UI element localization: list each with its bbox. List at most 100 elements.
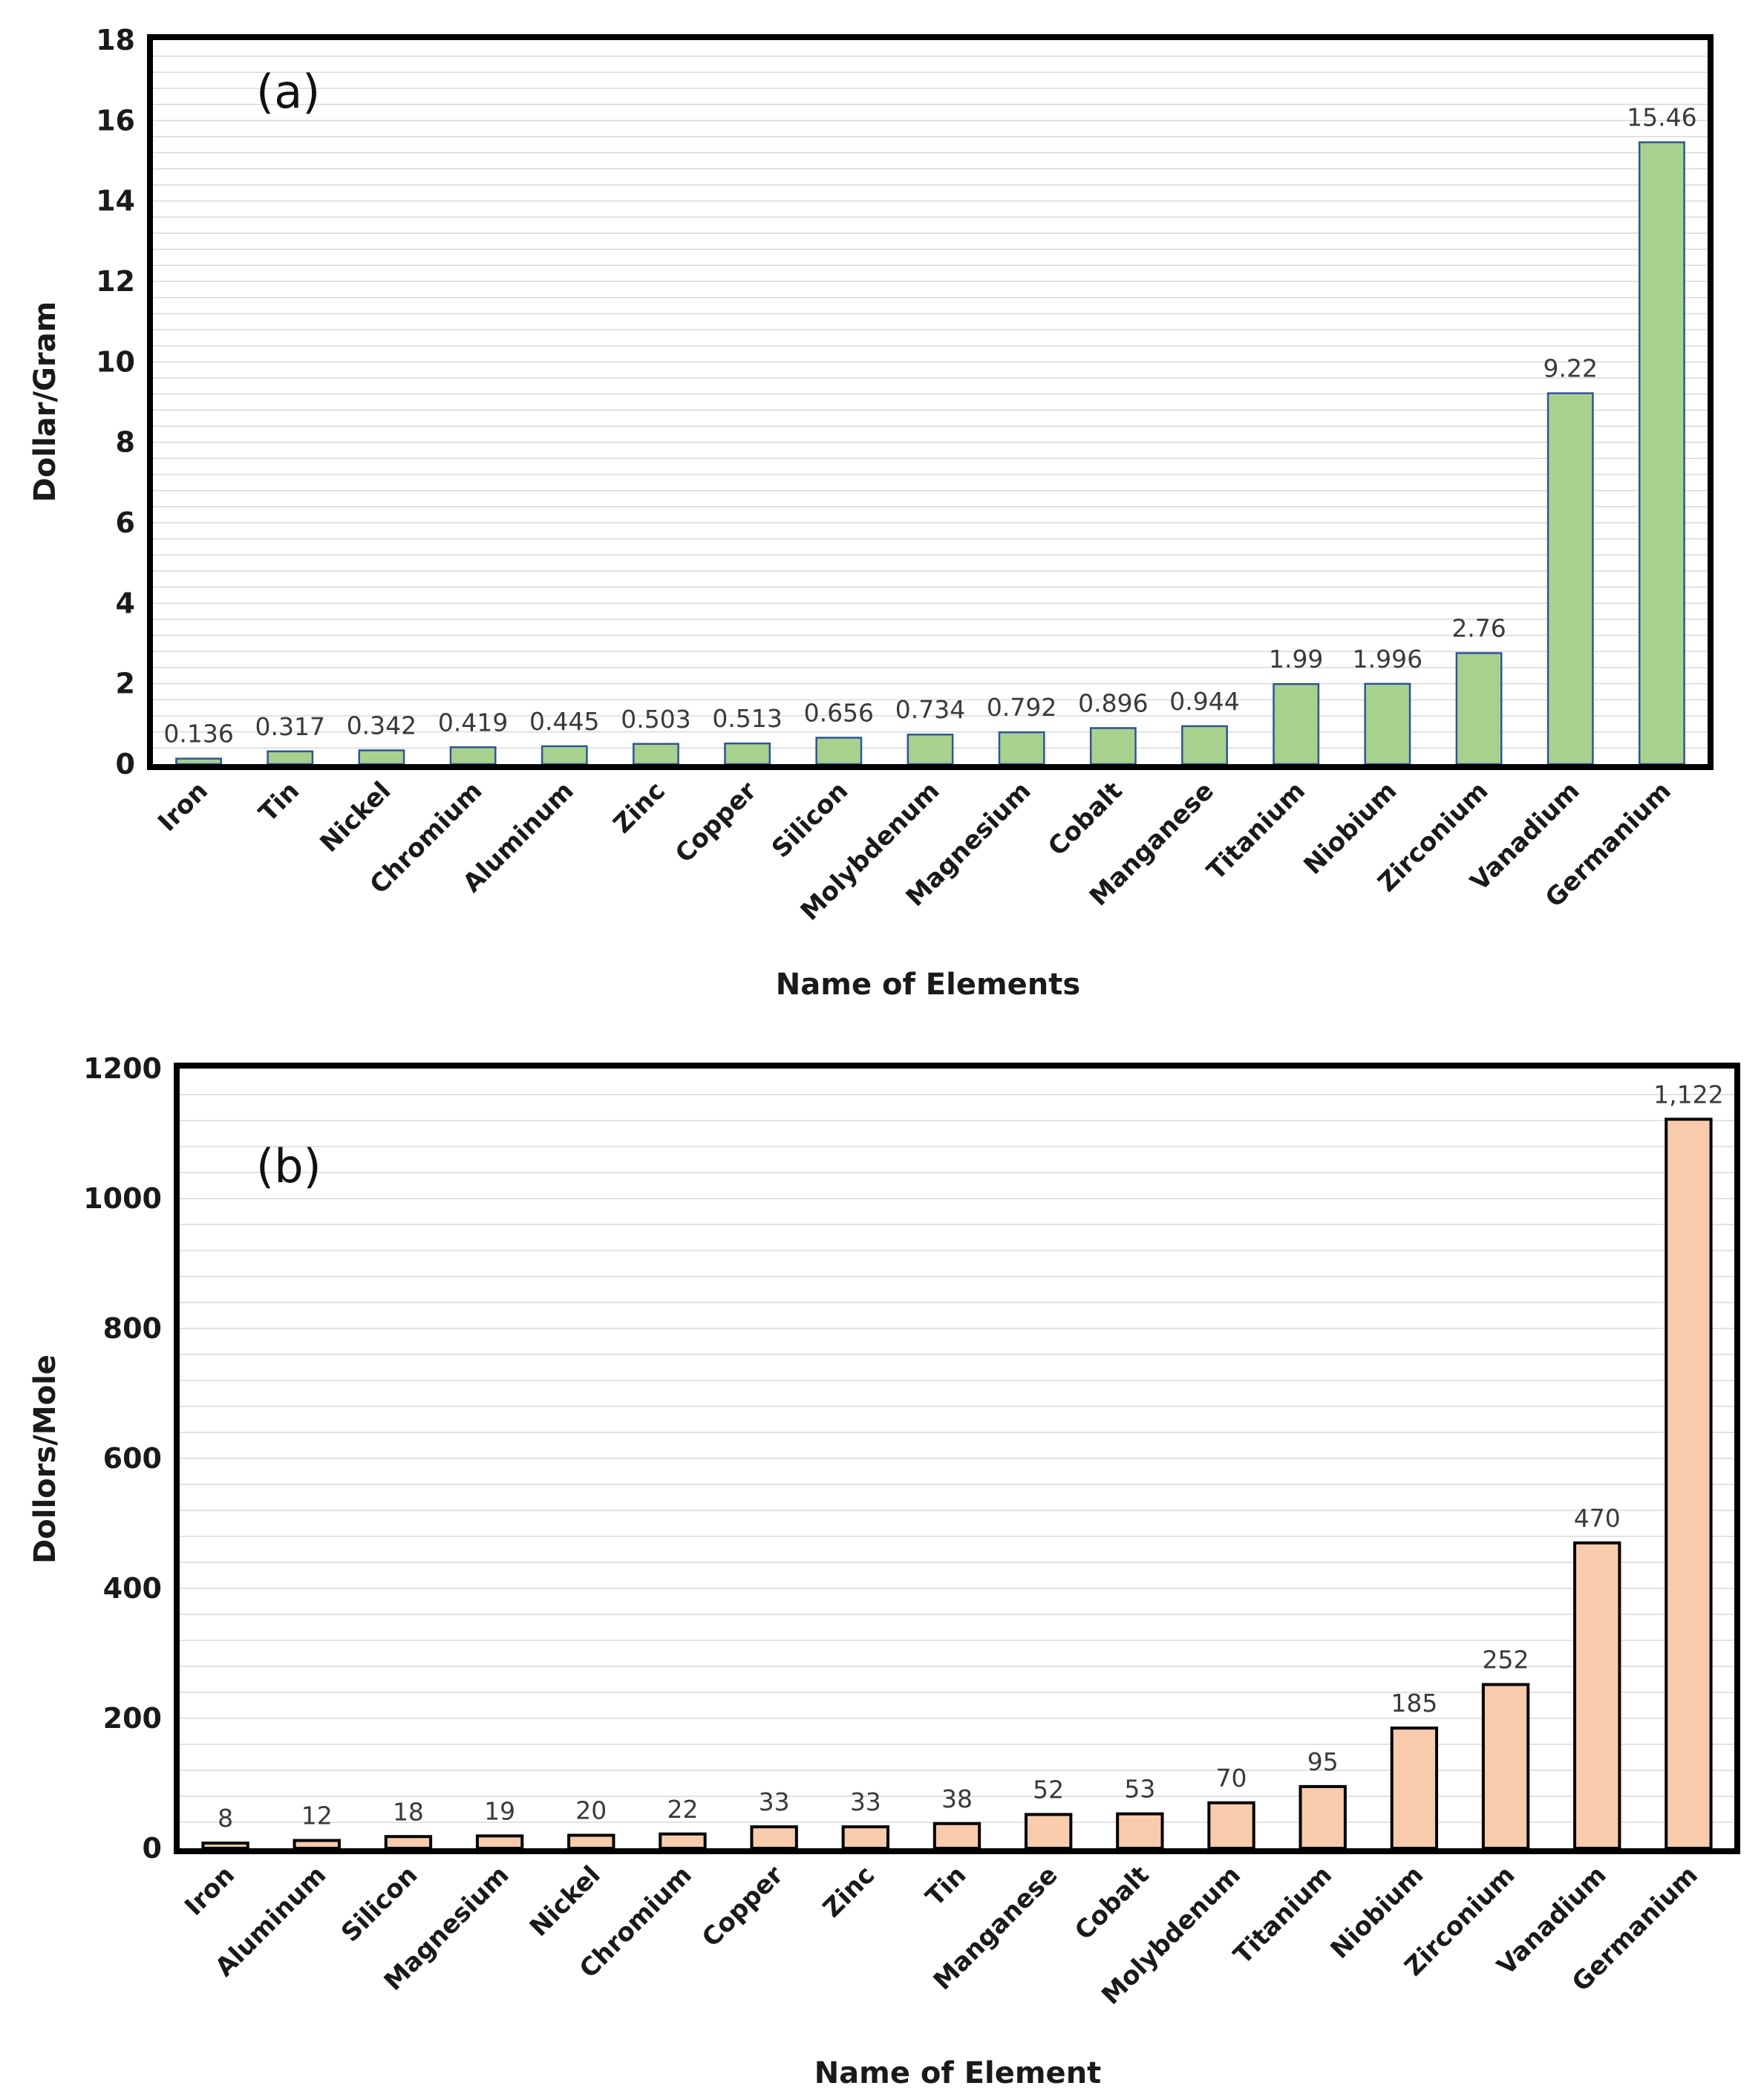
chart-a-bar-tin (267, 750, 314, 766)
chart-a-data-label-zirconium: 2.76 (1451, 614, 1506, 643)
chart-a-bar-magnesium (998, 731, 1045, 766)
chart-a-data-label-zinc: 0.503 (621, 705, 690, 734)
chart-a-y-tick-label: 14 (96, 185, 135, 218)
chart-a-data-label-iron: 0.136 (163, 720, 233, 749)
chart-b-panel-label: (b) (256, 1139, 321, 1193)
chart-b-bars (201, 1118, 1713, 1850)
chart-b-bar-iron (201, 1842, 249, 1850)
chart-a-data-label-tin: 0.317 (255, 712, 325, 741)
chart-b-data-label-cobalt: 53 (1124, 1775, 1155, 1804)
chart-a-x-tick-label-titanium: Titanium (1201, 776, 1311, 886)
chart-a-data-label-vanadium: 9.22 (1543, 354, 1597, 383)
chart-a-data-label-molybdenum: 0.734 (895, 695, 965, 724)
chart-b-data-label-iron: 8 (218, 1804, 233, 1833)
chart-b-y-tick-label: 0 (143, 1832, 162, 1865)
chart-a-y-tick-label: 12 (96, 265, 135, 298)
chart-b-bar-tin (932, 1822, 981, 1850)
chart-b-y-axis-title: Dollors/Mole (28, 1354, 62, 1564)
chart-a-bar-niobium (1364, 682, 1411, 766)
chart-a-y-tick-label: 8 (116, 426, 135, 459)
chart-b-x-tick-label-cobalt: Cobalt (1069, 1860, 1155, 1946)
chart-b-data-label-copper: 33 (759, 1787, 790, 1816)
chart-b-bar-nickel (567, 1833, 615, 1850)
chart-b-data-label-aluminum: 12 (301, 1801, 333, 1830)
chart-b-bar-aluminum (293, 1839, 341, 1850)
chart-b-y-tick-label: 1000 (83, 1182, 162, 1215)
chart-b-data-label-tin: 38 (941, 1784, 973, 1813)
chart-a-y-tick-labels: 0 2 4 6 8 10 12 14 16 18 (96, 24, 135, 780)
chart-b-y-tick-label: 200 (103, 1702, 162, 1735)
chart-b-x-tick-label-copper: Copper (696, 1860, 789, 1953)
chart-b-data-label-zinc: 33 (850, 1787, 881, 1816)
chart-a-y-tick-label: 4 (116, 587, 135, 619)
chart-b-bar-silicon (384, 1835, 433, 1850)
chart-a-bar-vanadium (1546, 392, 1594, 766)
chart-b-data-label-niobium: 185 (1391, 1689, 1437, 1718)
chart-a-x-tick-label-iron: Iron (152, 776, 214, 838)
chart-a-x-tick-label-zinc: Zinc (608, 776, 671, 839)
chart-a-bar-chromium (449, 746, 497, 766)
chart-a-bar-zinc (633, 743, 679, 766)
chart-a-data-label-niobium: 1.996 (1353, 645, 1422, 674)
chart-b-data-label-zirconium: 252 (1483, 1646, 1529, 1675)
chart-a-x-axis-title: Name of Elements (776, 968, 1080, 1002)
chart-b-bar-zirconium (1481, 1683, 1530, 1850)
chart-a-data-label-aluminum: 0.445 (529, 707, 599, 736)
chart-b-data-label-chromium: 22 (667, 1795, 698, 1824)
chart-a-gridlines (153, 55, 1708, 749)
chart-a-data-label-copper: 0.513 (712, 704, 782, 733)
chart-b-x-tick-label-iron: Iron (179, 1860, 241, 1922)
chart-b-bar-germanium (1665, 1118, 1713, 1850)
chart-a-y-tick-label: 16 (96, 104, 135, 137)
chart-a-bar-silicon (815, 737, 863, 766)
chart-a-bar-cobalt (1089, 727, 1137, 766)
chart-b-bar-magnesium (475, 1834, 524, 1850)
chart-b-y-tick-label: 800 (103, 1312, 162, 1345)
chart-b-bar-zinc (841, 1825, 890, 1850)
chart-b-gridlines (180, 1094, 1734, 1823)
chart-a-x-tick-label-cobalt: Cobalt (1042, 776, 1128, 862)
chart-a-y-tick-label: 2 (116, 668, 135, 700)
chart-b-bar-molybdenum (1207, 1801, 1255, 1850)
chart-b-data-label-silicon: 18 (393, 1797, 424, 1826)
chart-a-bar-aluminum (540, 745, 588, 766)
chart-b-y-tick-label: 600 (103, 1442, 162, 1475)
chart-a-bar-titanium (1273, 682, 1320, 766)
chart-b-data-label-manganese: 52 (1033, 1775, 1064, 1804)
chart-a-data-label-chromium: 0.419 (438, 708, 508, 737)
chart-a-y-tick-label: 6 (116, 506, 135, 539)
chart-a-bar-manganese (1181, 725, 1228, 766)
chart-b-bar-niobium (1390, 1726, 1439, 1850)
chart-b-data-label-germanium: 1,122 (1653, 1080, 1723, 1109)
chart-a-y-tick-label: 18 (96, 24, 135, 56)
chart-a-x-tick-label-tin: Tin (253, 776, 305, 828)
chart-a-y-tick-label: 0 (116, 748, 135, 780)
chart-b-bar-vanadium (1573, 1541, 1621, 1850)
chart-b-x-tick-label-zinc: Zinc (817, 1860, 881, 1923)
chart-a-y-tick-label: 10 (96, 345, 135, 378)
chart-a-data-label-cobalt: 0.896 (1078, 688, 1148, 717)
chart-b-bar-copper (750, 1825, 798, 1850)
chart-a-panel-label: (a) (256, 65, 320, 119)
chart-b-data-label-nickel: 20 (575, 1796, 607, 1825)
chart-a-data-label-manganese: 0.944 (1169, 687, 1239, 716)
chart-a-bar-zirconium (1455, 652, 1503, 766)
chart-a-x-tick-label-silicon: Silicon (766, 776, 854, 864)
chart-b-dollars-per-mole: 8 12 18 19 20 22 33 33 38 52 53 70951852524701,122 … (28, 1052, 1740, 2090)
chart-b-x-tick-label-nickel: Nickel (524, 1860, 607, 1943)
chart-a-data-label-magnesium: 0.792 (987, 693, 1056, 722)
chart-a-x-tick-label-nickel: Nickel (315, 776, 397, 858)
chart-b-y-tick-label: 1200 (83, 1052, 162, 1085)
chart-a-data-label-titanium: 1.99 (1269, 645, 1323, 674)
chart-a-data-label-silicon: 0.656 (804, 698, 874, 727)
chart-b-plot-frame (174, 1063, 1740, 1854)
chart-a-plot-frame (147, 34, 1714, 770)
chart-b-x-tick-label-titanium: Titanium (1228, 1860, 1338, 1970)
chart-b-data-labels: 8 12 18 19 20 22 33 33 38 52 53 70 95 185 252 470 1,122 (218, 1080, 1724, 1833)
chart-a-data-label-germanium: 15.46 (1627, 103, 1696, 132)
chart-b-data-label-molybdenum: 70 (1216, 1764, 1247, 1793)
chart-b-x-tick-label-silicon: Silicon (336, 1860, 423, 1948)
